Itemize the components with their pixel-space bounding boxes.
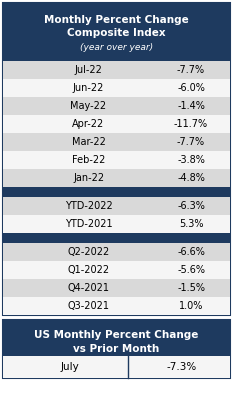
Bar <box>3 233 230 243</box>
Bar <box>3 243 230 261</box>
Text: -4.8%: -4.8% <box>177 173 205 183</box>
Text: May-22: May-22 <box>70 101 107 111</box>
Text: Q2-2022: Q2-2022 <box>67 247 110 257</box>
Text: 1.0%: 1.0% <box>179 301 203 311</box>
Bar <box>3 356 230 378</box>
Text: YTD-2021: YTD-2021 <box>65 219 112 229</box>
Bar <box>3 320 230 356</box>
Text: Monthly Percent Change: Monthly Percent Change <box>44 15 189 25</box>
Text: -5.6%: -5.6% <box>177 265 205 275</box>
Text: Feb-22: Feb-22 <box>72 155 105 165</box>
Bar <box>3 97 230 115</box>
Bar <box>3 297 230 315</box>
Text: Q1-2022: Q1-2022 <box>68 265 110 275</box>
Bar <box>3 187 230 197</box>
Bar <box>3 3 230 315</box>
Bar <box>3 215 230 233</box>
Text: Q3-2021: Q3-2021 <box>68 301 110 311</box>
Text: -11.7%: -11.7% <box>174 119 208 129</box>
Text: -7.3%: -7.3% <box>167 362 197 372</box>
Text: Mar-22: Mar-22 <box>72 137 106 147</box>
Bar <box>3 320 230 378</box>
Text: US Monthly Percent Change: US Monthly Percent Change <box>34 330 199 340</box>
Text: YTD-2022: YTD-2022 <box>65 201 112 211</box>
Text: Jun-22: Jun-22 <box>73 83 104 93</box>
Bar <box>3 79 230 97</box>
Bar <box>3 151 230 169</box>
Text: -6.3%: -6.3% <box>177 201 205 211</box>
Text: Q4-2021: Q4-2021 <box>68 283 110 293</box>
Text: -1.5%: -1.5% <box>177 283 205 293</box>
Text: -6.6%: -6.6% <box>177 247 205 257</box>
Text: Apr-22: Apr-22 <box>72 119 105 129</box>
Text: Composite Index: Composite Index <box>67 28 166 38</box>
Bar <box>3 115 230 133</box>
Bar <box>3 261 230 279</box>
Text: -7.7%: -7.7% <box>177 137 205 147</box>
Text: (year over year): (year over year) <box>80 43 153 52</box>
Text: vs Prior Month: vs Prior Month <box>73 344 160 354</box>
Text: -6.0%: -6.0% <box>177 83 205 93</box>
Bar <box>3 169 230 187</box>
Bar <box>3 279 230 297</box>
Bar <box>3 3 230 61</box>
Text: -3.8%: -3.8% <box>177 155 205 165</box>
Bar <box>3 197 230 215</box>
Text: -1.4%: -1.4% <box>177 101 205 111</box>
Text: Jul-22: Jul-22 <box>75 65 103 75</box>
Bar <box>3 133 230 151</box>
Text: 5.3%: 5.3% <box>179 219 203 229</box>
Text: Jan-22: Jan-22 <box>73 173 104 183</box>
Text: July: July <box>61 362 79 372</box>
Bar <box>3 61 230 79</box>
Text: -7.7%: -7.7% <box>177 65 205 75</box>
